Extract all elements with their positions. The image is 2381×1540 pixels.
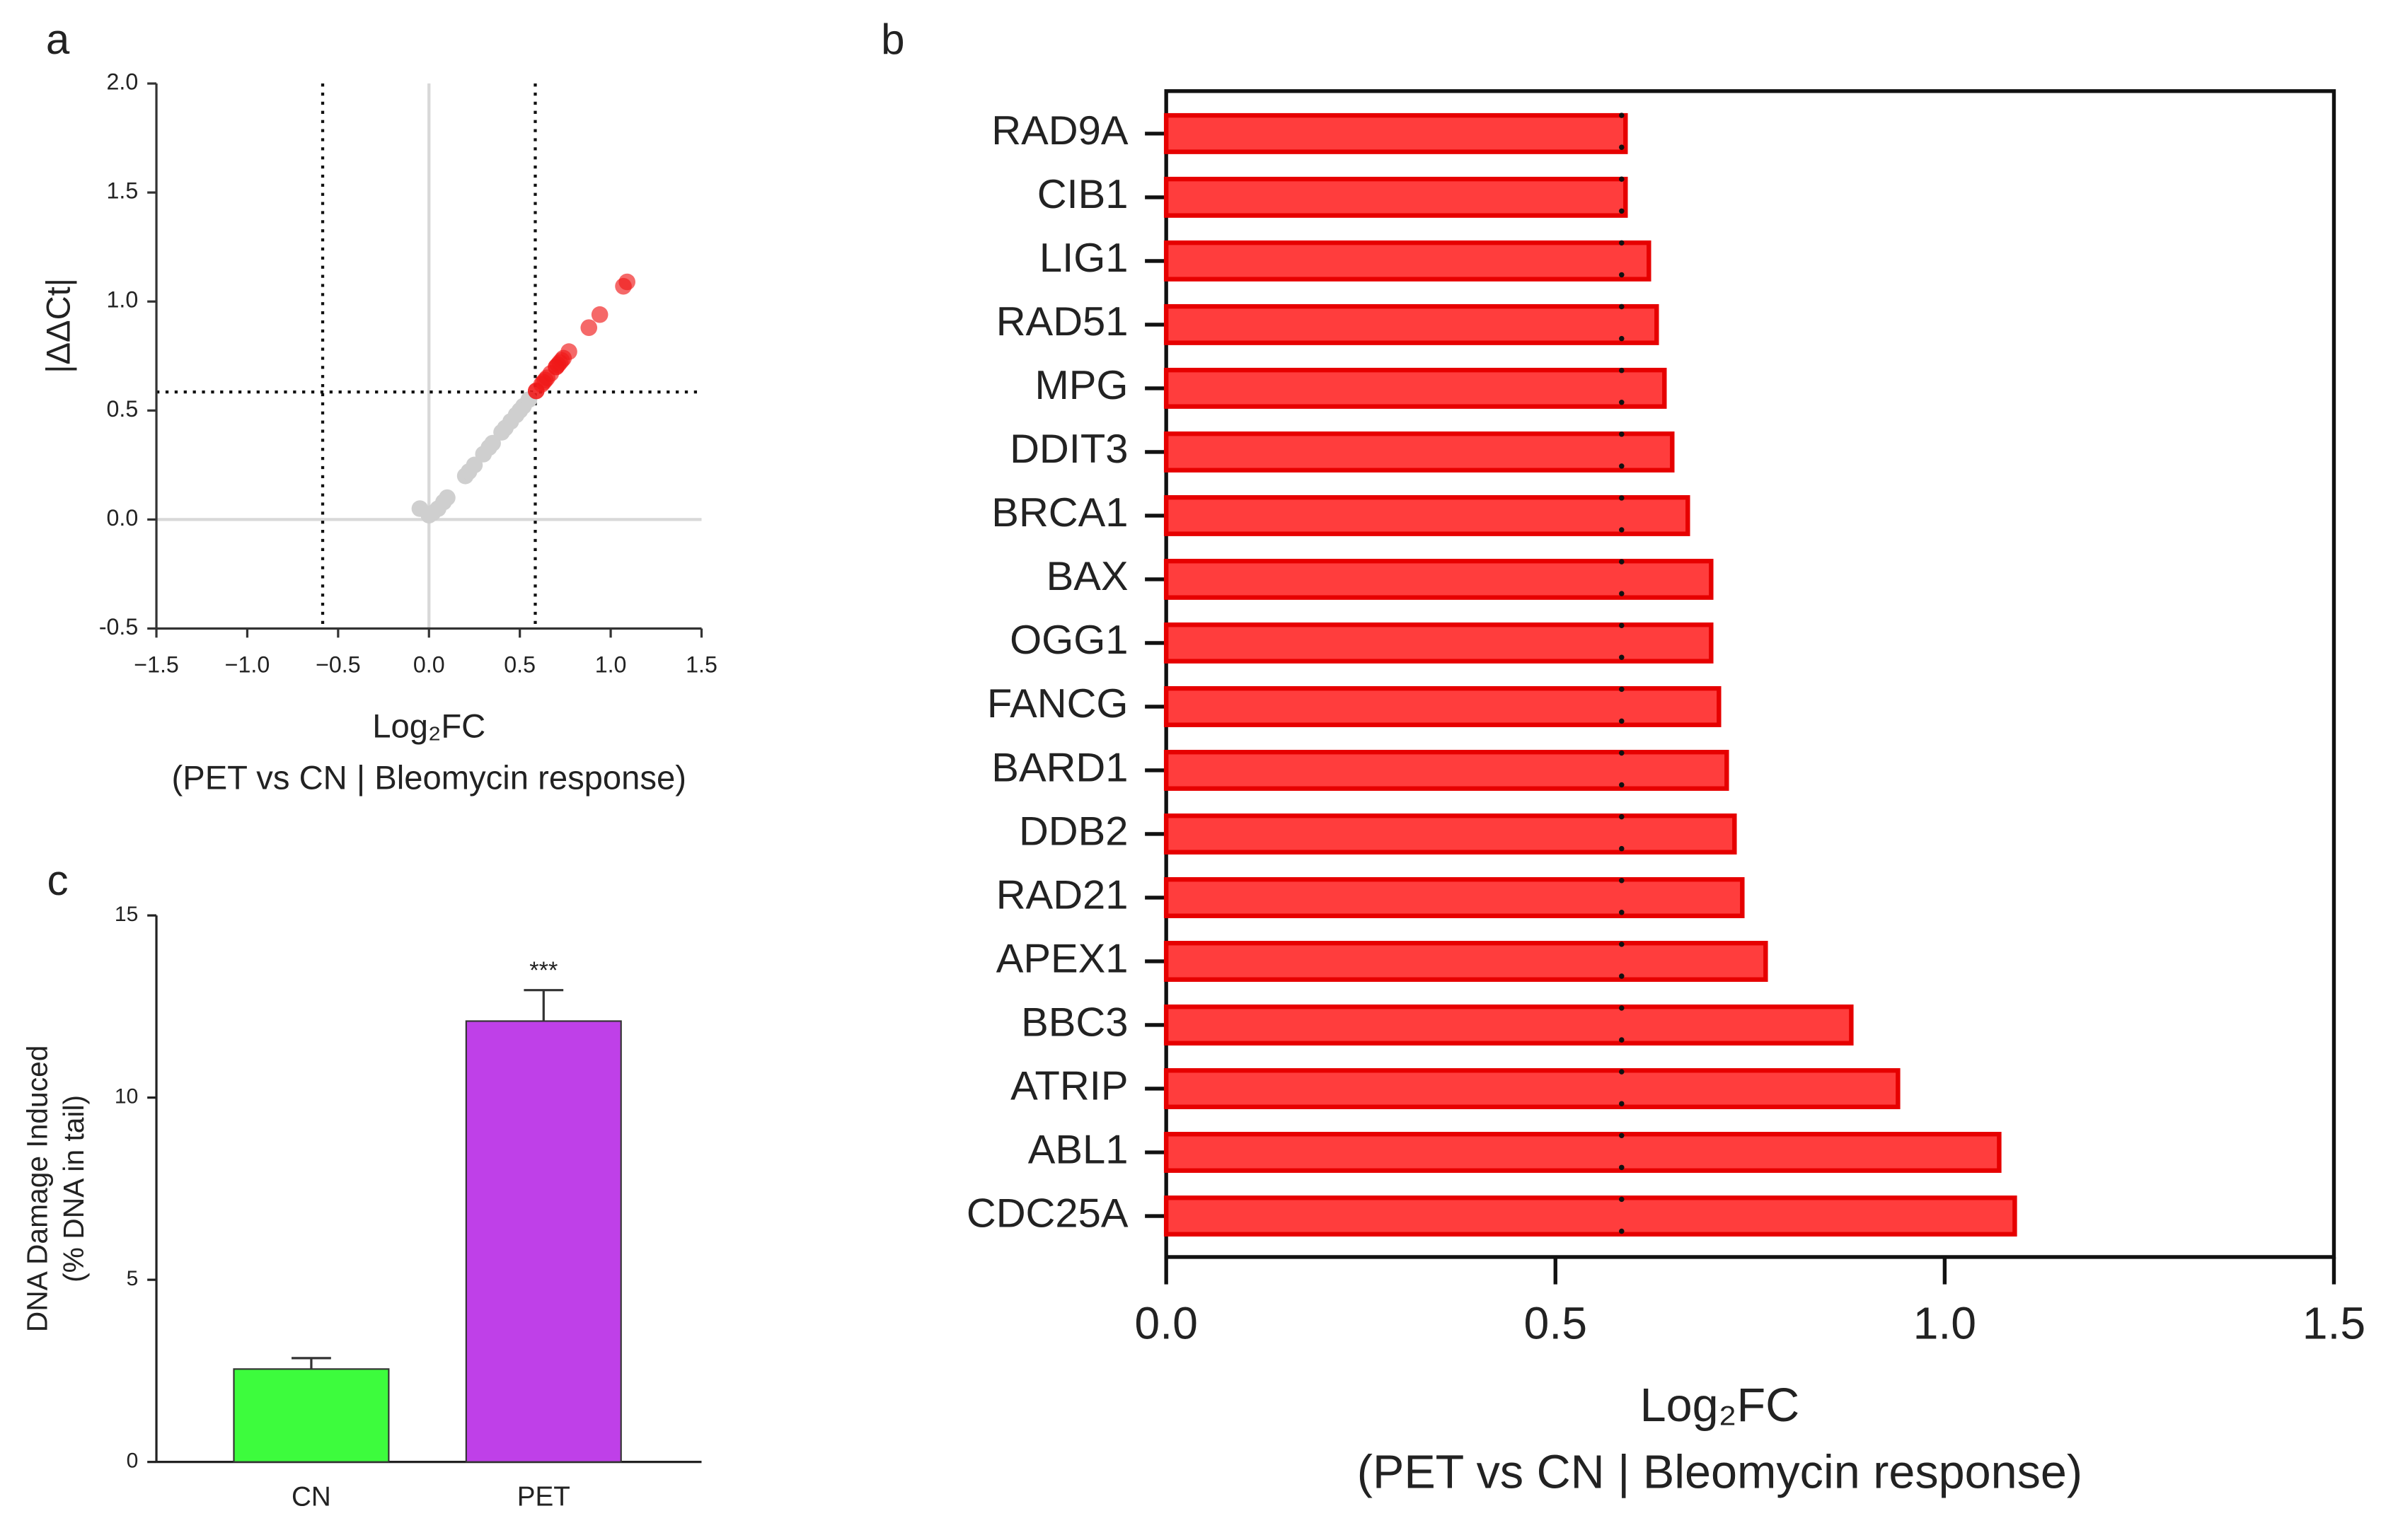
y-tick-label: CDC25A xyxy=(967,1191,1129,1236)
bar xyxy=(1163,1005,1854,1046)
y-tick-label: BBC3 xyxy=(1021,1000,1128,1045)
x-tick-label: −1.0 xyxy=(225,652,270,678)
x-tick-label: 0.0 xyxy=(1134,1298,1197,1349)
x-axis-sublabel: (PET vs CN | Bleomycin response) xyxy=(1357,1447,2082,1499)
y-axis-sublabel: (% DNA in tail) xyxy=(57,1095,90,1283)
y-tick-label: BRCA1 xyxy=(991,490,1128,535)
x-tick-label: 1.5 xyxy=(686,652,717,678)
bar xyxy=(1163,176,1628,218)
bar xyxy=(1163,494,1690,536)
x-tick-label: 1.0 xyxy=(1913,1298,1977,1349)
x-tick-label: PET xyxy=(517,1481,570,1512)
point xyxy=(560,343,577,360)
x-axis-label: Log₂FC xyxy=(372,708,485,746)
point xyxy=(580,319,598,337)
y-tick-label: RAD9A xyxy=(991,108,1129,154)
x-tick-label: −0.5 xyxy=(316,652,361,678)
x-tick-label: 0.0 xyxy=(413,652,445,678)
y-tick-label: OGG1 xyxy=(1010,618,1128,663)
y-tick-label: -0.5 xyxy=(99,614,138,639)
y-tick-label: DDIT3 xyxy=(1010,427,1128,472)
y-tick-label: 0.5 xyxy=(107,396,139,422)
x-tick-label: 0.5 xyxy=(1524,1298,1588,1349)
point xyxy=(439,489,456,506)
bar xyxy=(1163,558,1714,600)
bar xyxy=(1163,1068,1901,1109)
x-axis-label: Log₂FC xyxy=(1640,1379,1799,1432)
bar xyxy=(1163,112,1628,154)
bar xyxy=(1163,431,1675,473)
panel-label: c xyxy=(47,857,69,904)
y-tick-label: FANCG xyxy=(987,681,1129,726)
panel-label: a xyxy=(46,16,70,63)
y-tick-label: ABL1 xyxy=(1028,1127,1129,1172)
y-tick-label: BAX xyxy=(1047,554,1129,599)
y-tick-label: ATRIP xyxy=(1010,1063,1128,1108)
x-tick-label: 1.0 xyxy=(595,652,627,678)
y-tick-label: DDB2 xyxy=(1019,809,1129,854)
x-tick-label: CN xyxy=(292,1481,331,1512)
y-tick-label: 1.5 xyxy=(107,178,139,204)
bar xyxy=(1163,749,1729,791)
bar xyxy=(1163,303,1659,345)
panel-label: b xyxy=(881,16,904,63)
x-tick-label: 0.5 xyxy=(504,652,536,678)
y-tick-label: LIG1 xyxy=(1039,236,1129,281)
y-tick-label: RAD51 xyxy=(996,299,1129,345)
y-tick-label: 1.0 xyxy=(107,287,139,313)
x-axis-sublabel: (PET vs CN | Bleomycin response) xyxy=(171,760,686,797)
y-tick-label: 0 xyxy=(127,1449,139,1473)
bar xyxy=(1163,240,1651,282)
bar xyxy=(1163,685,1722,727)
bar xyxy=(1163,1195,2017,1237)
point xyxy=(618,273,635,291)
bar xyxy=(465,1020,622,1463)
y-axis-label: DNA Damage Induced xyxy=(21,1046,54,1333)
y-tick-label: BARD1 xyxy=(991,745,1128,790)
y-tick-label: 2.0 xyxy=(107,69,139,95)
y-tick-label: 0.0 xyxy=(107,505,139,531)
y-tick-label: CIB1 xyxy=(1037,172,1129,217)
bar xyxy=(1163,813,1737,855)
y-tick-label: APEX1 xyxy=(996,936,1129,981)
bar xyxy=(1163,1132,2002,1173)
significance-label: *** xyxy=(529,957,558,984)
bar xyxy=(1163,941,1768,982)
y-tick-label: 15 xyxy=(115,903,138,926)
bar xyxy=(1163,367,1667,409)
bar xyxy=(233,1368,390,1463)
y-tick-label: 10 xyxy=(115,1085,138,1108)
y-axis-label: |ΔΔCt| xyxy=(40,278,77,374)
x-tick-label: 1.5 xyxy=(2302,1298,2366,1349)
x-tick-label: −1.5 xyxy=(134,652,179,678)
plot-frame xyxy=(1164,89,2336,1259)
y-tick-label: RAD21 xyxy=(996,872,1129,917)
bar xyxy=(1163,876,1745,918)
point xyxy=(591,306,609,323)
bar xyxy=(1163,622,1714,664)
y-tick-label: MPG xyxy=(1035,363,1129,408)
y-tick-label: 5 xyxy=(127,1267,139,1290)
